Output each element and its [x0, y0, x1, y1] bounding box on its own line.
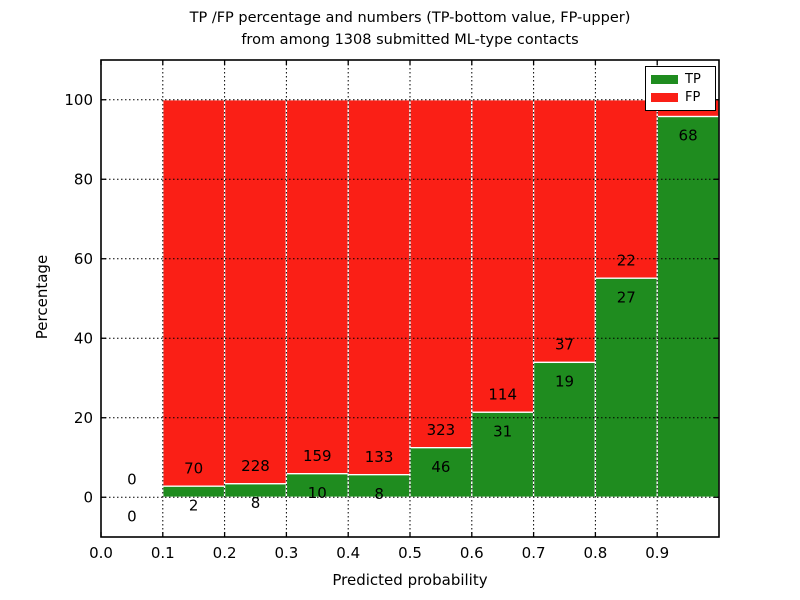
y-tick-label: 60 [74, 250, 93, 268]
fp-count-label: 22 [617, 251, 636, 269]
fp-bar-segment [162, 99, 226, 487]
fp-count-label: 228 [241, 457, 270, 475]
fp-legend-swatch-icon [651, 92, 678, 102]
tp-count-label: 0 [127, 507, 137, 525]
tp-count-label: 46 [431, 458, 450, 476]
x-tick-label: 0.9 [645, 544, 669, 562]
fp-count-label: 0 [127, 470, 137, 488]
tp-count-label: 10 [308, 484, 327, 502]
chart-title-line1: TP /FP percentage and numbers (TP-bottom… [189, 10, 631, 26]
fp-bar-segment [594, 99, 658, 279]
tp-legend-label: TP [685, 72, 701, 88]
fp-bar-segment [347, 99, 411, 476]
fp-count-label: 323 [427, 421, 456, 439]
tp-count-label: 8 [374, 485, 384, 503]
x-tick-label: 0.1 [151, 544, 175, 562]
x-tick-label: 0.0 [89, 544, 113, 562]
legend-item-tp: TP [651, 73, 715, 86]
x-tick-label: 0.7 [522, 544, 546, 562]
tp-legend-swatch-icon [651, 75, 678, 85]
x-tick-label: 0.5 [398, 544, 422, 562]
y-tick-label: 40 [74, 329, 93, 347]
fp-bar-segment [223, 99, 288, 485]
legend-item-fp: FP [651, 91, 715, 104]
tp-count-label: 68 [679, 127, 698, 145]
y-tick-label: 80 [74, 170, 93, 188]
tp-bar-segment [594, 277, 658, 498]
fp-count-label: 114 [488, 385, 517, 403]
y-axis-label: Percentage [33, 254, 51, 340]
fp-bar-segment [409, 99, 473, 449]
tp-count-label: 27 [617, 288, 636, 306]
chart-title-line2: from among 1308 submitted ML-type contac… [241, 32, 579, 48]
x-tick-label: 0.6 [460, 544, 484, 562]
tp-count-label: 8 [251, 494, 261, 512]
x-axis-label: Predicted probability [332, 571, 488, 589]
y-tick-label: 20 [74, 409, 93, 427]
y-tick-label: 0 [83, 488, 93, 506]
fp-bar-segment [532, 99, 597, 364]
tp-bar-segment [532, 361, 597, 498]
fp-count-label: 159 [303, 447, 332, 465]
y-tick-label: 100 [64, 91, 93, 109]
plot-frame [100, 59, 720, 538]
tp-count-label: 19 [555, 372, 574, 390]
tp-count-label: 2 [189, 496, 199, 514]
tp-count-label: 31 [493, 422, 512, 440]
fp-count-label: 70 [184, 459, 203, 477]
fp-bar-segment [471, 99, 535, 413]
legend: TP FP [645, 66, 716, 111]
fp-count-label: 133 [365, 448, 394, 466]
x-tick-label: 0.2 [213, 544, 237, 562]
fp-legend-label: FP [685, 89, 701, 105]
x-tick-label: 0.4 [336, 544, 360, 562]
tp-bar-segment [656, 115, 720, 498]
x-tick-label: 0.3 [274, 544, 298, 562]
fp-count-label: 37 [555, 335, 574, 353]
x-tick-label: 0.8 [583, 544, 607, 562]
chart-title: TP /FP percentage and numbers (TP-bottom… [101, 7, 719, 51]
tp-bar-segment [471, 411, 535, 498]
